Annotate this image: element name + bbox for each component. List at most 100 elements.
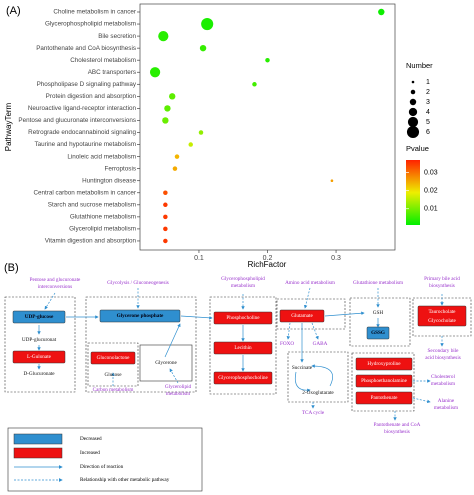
group-box	[351, 352, 415, 412]
metabolite-box	[213, 371, 273, 385]
metabolite-label: L-Gulonate	[27, 354, 52, 360]
y-tick-label: Phospholipase D signaling pathway	[37, 81, 137, 88]
size-legend-label: 1	[426, 79, 430, 86]
pathway-label: Amino acid metabolism	[285, 280, 335, 286]
group-box	[349, 297, 411, 347]
pathway-label: Secondary bile	[428, 348, 460, 354]
metabolite-box	[417, 305, 467, 327]
legend-label: Increased	[80, 450, 100, 456]
pathway-label: GABA	[313, 341, 328, 347]
y-tick-label: Pantothenate and CoA biosynthesis	[36, 45, 136, 52]
bubble	[158, 30, 169, 42]
group-box	[85, 296, 197, 393]
bubble	[162, 117, 169, 124]
x-tick-label: 0.3	[331, 255, 341, 262]
bubble	[330, 179, 334, 182]
arrows	[37, 311, 380, 393]
y-tick-label: Pentose and glucuronate interconversions	[18, 117, 136, 124]
legend-label: Direction of reaction	[80, 463, 124, 470]
x-tick-label: 0.1	[194, 255, 204, 262]
metabolite-label: Taurocholate	[428, 309, 456, 315]
y-tick-label: Neuroactive ligand-receptor interaction	[28, 105, 137, 112]
metabolite-label: D-Glucuronate	[23, 371, 55, 377]
y-tick-label: Central carbon metabolism in cancer	[33, 189, 136, 196]
metabolite-label: UDP-glucose	[25, 314, 54, 320]
pathway-label: Pantothenate and CoA	[374, 422, 421, 428]
size-legend-dot	[410, 89, 416, 95]
arrow	[311, 322, 319, 340]
pathway-label: acid biosynthesis	[425, 355, 461, 361]
node-box	[139, 344, 193, 382]
group-box	[87, 342, 139, 387]
bubble	[378, 8, 385, 16]
size-legend-label: 4	[426, 109, 430, 116]
y-tick-label: Huntington disease	[82, 177, 136, 184]
legend-label: Relationship with other metabolic pathwa…	[80, 477, 170, 483]
relation-arrows	[44, 287, 444, 421]
metabolite-box	[12, 350, 66, 364]
y-tick-label: Glycerolipid metabolism	[69, 226, 136, 233]
size-legend-label: 3	[426, 99, 430, 106]
legend-label: Decreased	[80, 436, 102, 442]
metabolite-box	[355, 391, 413, 405]
arrow	[311, 364, 333, 387]
x-tick-label: 0.2	[263, 255, 273, 262]
pathway-label: metabolism	[166, 391, 190, 397]
metabolite-box	[279, 309, 325, 323]
pathway-label: Alanine	[438, 398, 455, 404]
bubble	[201, 18, 214, 31]
bubble	[198, 130, 204, 135]
metabolite-box	[355, 357, 413, 371]
pathway-label: Glycolysis / Gluconeogenesis	[107, 280, 169, 286]
pathway-label: Carbon metabolism	[93, 387, 134, 393]
pathway-label: Cholesterol	[431, 374, 455, 380]
group-box	[4, 296, 76, 393]
bubble	[163, 238, 168, 244]
y-tick-label: ABC transporters	[88, 69, 136, 76]
pathway-label: metabolism	[434, 405, 458, 411]
y-tick-label: Vitamin digestion and absorption	[45, 238, 137, 245]
metabolite-box	[90, 351, 136, 365]
size-legend-label: 2	[426, 89, 430, 96]
bubble	[163, 226, 168, 232]
metabolite-label: Glycocholate	[428, 318, 456, 324]
metabolite-label: Phosphocholine	[226, 315, 260, 321]
colorbar-tick-label: 0.02	[424, 188, 438, 195]
size-legend-title: Number	[406, 61, 433, 70]
arrow	[412, 397, 431, 404]
arrow	[286, 322, 291, 340]
group-boxes	[4, 296, 472, 412]
size-legend-label: 6	[426, 129, 430, 136]
pathway-label: interconversions	[38, 284, 72, 290]
x-axis-label: RichFactor	[248, 260, 287, 269]
bubble	[174, 154, 180, 159]
pathway-label: Glutathione metabolism	[353, 280, 403, 286]
arrow	[303, 287, 311, 309]
pathway-label: metabolism	[431, 381, 455, 387]
pathway-label: biosynthesis	[384, 429, 410, 435]
pathway-label: TCA cycle	[302, 410, 325, 416]
pathway-label: Glycerophospholipid	[221, 276, 265, 282]
pathway-label: Pentose and glucuronate	[30, 277, 81, 283]
legend-swatch	[13, 447, 63, 459]
panel-label: (A)	[6, 5, 21, 17]
metabolite-label: Glycerone	[155, 360, 177, 366]
legend-swatch	[13, 433, 63, 445]
metabolite-box	[213, 341, 273, 355]
size-legend-dot	[407, 116, 419, 128]
bubble	[149, 67, 161, 78]
metabolite-label: Succinate	[292, 365, 313, 371]
metabolite-label: Glucose	[105, 372, 123, 378]
bubble	[163, 202, 168, 208]
bubble	[172, 166, 178, 171]
size-legend-dot	[411, 80, 415, 84]
metabolite-box	[355, 374, 413, 388]
metabolite-label: 2-Oxoglutarate	[302, 390, 334, 396]
metabolite-box	[213, 311, 273, 325]
metabolite-label: GSH	[373, 310, 384, 316]
colorbar-tick-label: 0.01	[424, 206, 438, 213]
y-tick-label: Taurine and hypotaurine metabolism	[34, 141, 136, 148]
pathway-label: metabolism	[231, 283, 255, 289]
size-legend-label: 5	[426, 119, 430, 126]
